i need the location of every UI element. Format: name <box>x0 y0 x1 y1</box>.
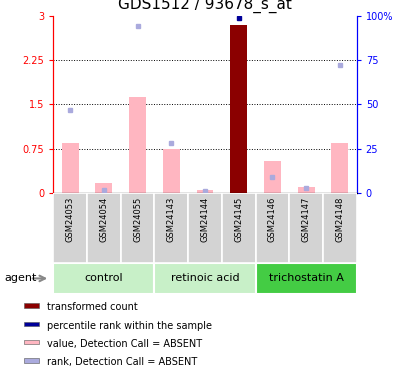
Text: GSM24146: GSM24146 <box>267 196 276 242</box>
Bar <box>188 193 221 262</box>
Bar <box>230 25 247 193</box>
Text: GSM24053: GSM24053 <box>65 196 74 242</box>
Bar <box>24 358 39 363</box>
Bar <box>53 193 87 262</box>
Bar <box>196 190 213 193</box>
Bar <box>221 193 255 262</box>
Text: value, Detection Call = ABSENT: value, Detection Call = ABSENT <box>47 339 202 349</box>
Text: GSM24054: GSM24054 <box>99 196 108 242</box>
Bar <box>162 149 179 193</box>
Bar <box>24 303 39 308</box>
Bar <box>87 193 120 262</box>
Bar <box>297 187 314 193</box>
Bar <box>322 193 356 262</box>
Text: retinoic acid: retinoic acid <box>170 273 239 284</box>
Bar <box>263 160 280 193</box>
Text: GSM24143: GSM24143 <box>166 196 175 242</box>
Text: transformed count: transformed count <box>47 302 137 312</box>
Bar <box>120 193 154 262</box>
Text: GSM24145: GSM24145 <box>234 196 243 242</box>
Bar <box>24 322 39 326</box>
Text: GSM24055: GSM24055 <box>133 196 142 242</box>
Bar <box>289 193 322 262</box>
Bar <box>24 340 39 344</box>
Bar <box>255 263 356 294</box>
Text: GSM24148: GSM24148 <box>335 196 344 242</box>
Text: GSM24147: GSM24147 <box>301 196 310 242</box>
Bar <box>53 263 154 294</box>
Bar <box>129 98 146 193</box>
Bar <box>255 193 289 262</box>
Bar <box>62 143 79 193</box>
Title: GDS1512 / 93678_s_at: GDS1512 / 93678_s_at <box>118 0 291 13</box>
Bar <box>330 143 347 193</box>
Bar <box>154 193 188 262</box>
Text: percentile rank within the sample: percentile rank within the sample <box>47 321 211 330</box>
Text: GSM24144: GSM24144 <box>200 196 209 242</box>
Text: control: control <box>84 273 123 284</box>
Text: agent: agent <box>4 273 36 284</box>
Text: rank, Detection Call = ABSENT: rank, Detection Call = ABSENT <box>47 357 197 367</box>
Bar <box>95 183 112 193</box>
Bar <box>154 263 255 294</box>
Text: trichostatin A: trichostatin A <box>268 273 343 284</box>
